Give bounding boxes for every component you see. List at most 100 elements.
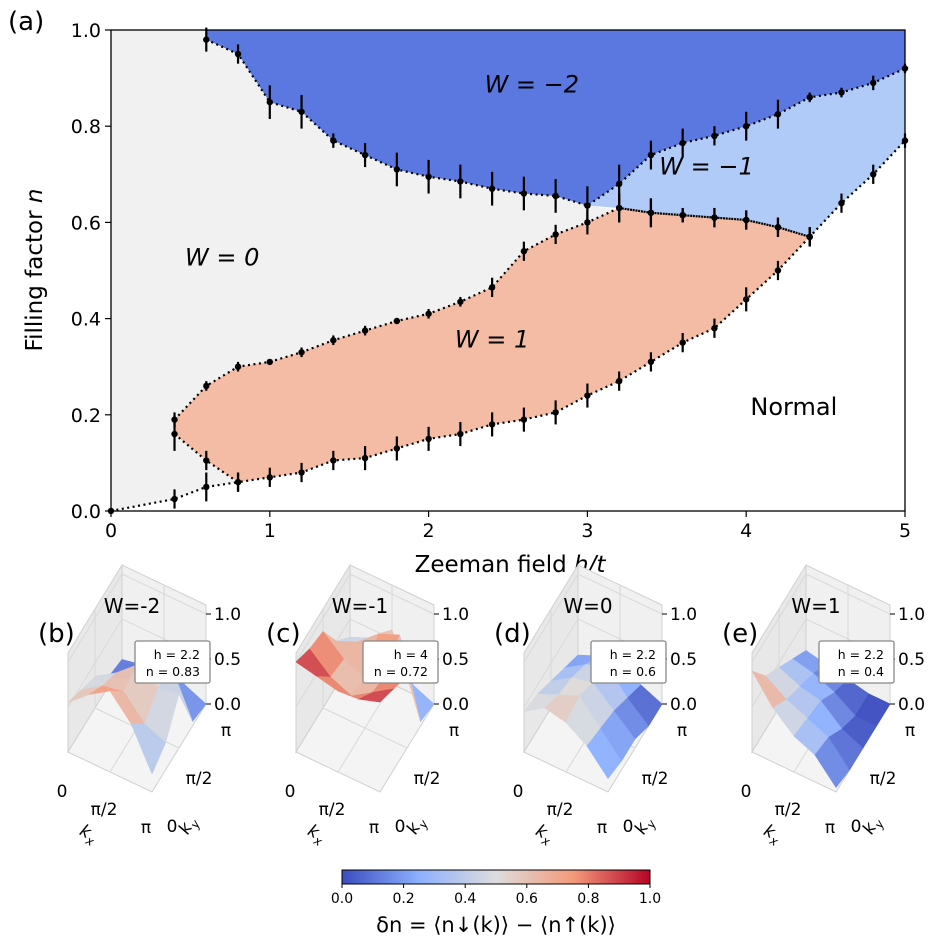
data-point — [711, 325, 718, 332]
kx-tick-label: 0 — [741, 782, 752, 802]
data-point — [488, 421, 496, 428]
kx-tick-label: 0 — [285, 782, 296, 802]
surface-title: W=0 — [563, 594, 612, 618]
colorbar-tick-label: 0.0 — [331, 891, 353, 907]
y-tick-label: 0.8 — [71, 116, 101, 138]
ky-tick-label: π — [677, 721, 687, 741]
data-point — [520, 190, 528, 197]
colorbar-label: δn = ⟨n↓(k)⟩ − ⟨n↑(k)⟩ — [376, 913, 616, 937]
y-tick-label: 0.6 — [71, 212, 101, 234]
data-point — [203, 483, 210, 491]
kx-tick-label: 0 — [513, 782, 524, 802]
data-point — [774, 110, 782, 118]
colorbar: 0.0 0.2 0.4 0.6 0.8 1.0 δn = ⟨n↓(k)⟩ − ⟨n↑(k)… — [331, 869, 661, 937]
panel-label: (e) — [722, 619, 758, 649]
z-tick-label: 0.5 — [670, 650, 697, 670]
annotation-text: h = 2.2 — [610, 647, 656, 662]
annotation-text: n = 0.4 — [838, 664, 884, 679]
kx-axis-label: kx — [531, 821, 558, 850]
ky-axis-label: ky — [859, 812, 888, 839]
kx-tick-label: π/2 — [547, 800, 574, 820]
data-point — [774, 224, 782, 231]
colorbar-tick-label: 0.8 — [577, 891, 599, 907]
kx-tick-label: π — [369, 818, 379, 838]
data-point — [774, 267, 782, 274]
z-tick-label: 0.5 — [898, 650, 925, 670]
annotation-text: n = 0.83 — [146, 664, 200, 679]
data-point — [361, 151, 369, 159]
ky-tick-label: 0 — [623, 817, 634, 837]
z-tick-label: 1.0 — [442, 605, 469, 625]
annotation-text: n = 0.72 — [374, 664, 428, 679]
y-ticks: 0.0 0.2 0.4 0.6 0.8 1.0 — [71, 20, 111, 523]
y-tick-label: 0.2 — [71, 405, 101, 427]
data-point — [520, 248, 528, 255]
data-point — [425, 173, 432, 180]
data-point — [298, 108, 305, 115]
region-label: W = −1 — [659, 152, 753, 180]
ky-tick-label: π/2 — [186, 769, 213, 789]
ky-tick-label: π — [221, 721, 231, 741]
data-point — [330, 137, 337, 144]
kx-tick-label: π — [597, 818, 607, 838]
grid-line — [295, 573, 435, 663]
data-point — [679, 139, 686, 147]
surface-title: W=1 — [791, 594, 840, 618]
data-point — [266, 474, 273, 481]
panel-label-a: (a) — [8, 7, 44, 37]
data-point — [393, 317, 401, 325]
ky-tick-label: 0 — [851, 817, 862, 837]
annotation-box — [818, 640, 895, 684]
data-point — [171, 430, 178, 438]
data-point — [743, 123, 750, 130]
data-point — [298, 469, 305, 476]
data-point — [330, 457, 337, 464]
y-tick-label: 1.0 — [71, 20, 101, 42]
data-point — [488, 284, 496, 291]
data-point — [393, 166, 401, 173]
annotation-text: h = 2.2 — [154, 647, 200, 662]
colorbar-tick-label: 0.6 — [516, 891, 538, 907]
colorbar-ticks: 0.0 0.2 0.4 0.6 0.8 1.0 — [331, 884, 661, 907]
data-point — [203, 382, 210, 390]
data-point — [838, 89, 845, 96]
y-axis-label: Filling factor n — [22, 189, 48, 352]
data-point — [615, 377, 623, 385]
boundary-points — [107, 27, 909, 515]
surface-cell — [357, 688, 395, 703]
surface-title: W=-2 — [104, 594, 160, 618]
kx-tick-label: π/2 — [91, 800, 118, 820]
panel-label: (c) — [266, 619, 301, 649]
z-tick-label: 0.0 — [442, 695, 469, 715]
kx-tick-label: 0 — [57, 782, 68, 802]
data-point — [361, 327, 369, 334]
boundary-line-3 — [173, 206, 811, 421]
data-point — [552, 231, 559, 238]
kx-tick-label: π — [141, 818, 151, 838]
data-point — [425, 435, 432, 443]
data-point — [806, 94, 813, 101]
data-point — [552, 409, 559, 416]
data-point — [679, 339, 686, 346]
ky-tick-label: π/2 — [870, 769, 897, 789]
region-w0 — [111, 30, 810, 511]
data-point — [552, 192, 559, 200]
grid-line — [751, 573, 891, 663]
ky-tick-label: 0 — [395, 817, 406, 837]
data-point — [520, 416, 528, 423]
z-tick-label: 0.0 — [898, 695, 925, 715]
data-point — [584, 392, 591, 399]
data-point — [584, 202, 591, 209]
boundary-line-2 — [618, 139, 906, 239]
region-w-minus-1 — [587, 68, 905, 237]
grid-line — [322, 707, 408, 749]
data-point — [743, 296, 750, 303]
ky-axis-label: ky — [175, 812, 204, 839]
data-point — [615, 204, 623, 212]
x-tick-label: 1 — [264, 520, 276, 542]
colorbar-tick-label: 0.2 — [392, 891, 414, 907]
